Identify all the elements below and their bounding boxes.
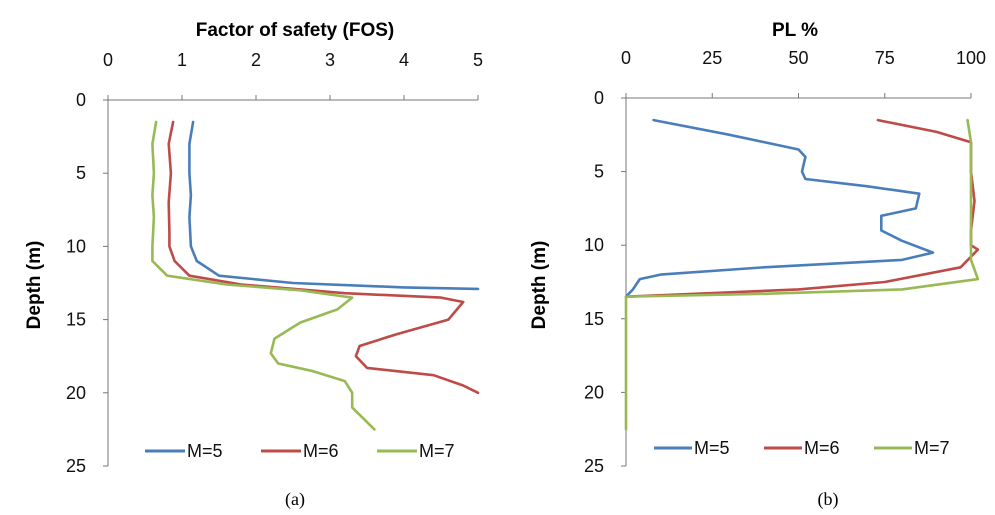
y-tick-label: 10 bbox=[66, 236, 86, 256]
y-tick-label: 0 bbox=[76, 90, 86, 110]
y-tick-label: 0 bbox=[594, 88, 604, 108]
chart-panel-a: Factor of safety (FOS) Depth (m) 0 1 2 3 4 5 0… bbox=[24, 20, 483, 510]
y-tick-label: 20 bbox=[66, 383, 86, 403]
y-tick-label: 25 bbox=[584, 456, 604, 476]
x-tick-label: 0 bbox=[621, 48, 631, 68]
legend-label: M=7 bbox=[914, 438, 950, 458]
caption-a: (a) bbox=[285, 489, 305, 510]
x-tick-label: 25 bbox=[702, 48, 722, 68]
series-line-m-7 bbox=[624, 118, 980, 431]
series-line-m-7 bbox=[151, 120, 376, 431]
y-tick-label: 15 bbox=[584, 309, 604, 329]
ylabel-a: Depth (m) bbox=[24, 241, 45, 330]
x-tick-label: 1 bbox=[177, 50, 187, 70]
series-line-m-6 bbox=[624, 118, 980, 299]
x-tick-label: 2 bbox=[251, 50, 261, 70]
y-tick-label: 5 bbox=[594, 162, 604, 182]
legend-label: M=7 bbox=[419, 441, 455, 461]
x-tick-label: 5 bbox=[473, 50, 483, 70]
y-tick-label: 15 bbox=[66, 310, 86, 330]
x-tick-label: 0 bbox=[103, 50, 113, 70]
chart-panel-b: PL % Depth (m) 0 25 50 75 100 0 5 10 15 20 25 M=5 M… bbox=[529, 20, 986, 510]
caption-b: (b) bbox=[818, 489, 839, 510]
title-b: PL % bbox=[772, 20, 818, 41]
series-line-m-5 bbox=[188, 120, 480, 291]
x-tick-label: 75 bbox=[875, 48, 895, 68]
x-tick-label: 3 bbox=[325, 50, 335, 70]
ylabel-b: Depth (m) bbox=[529, 241, 550, 330]
x-tick-label: 100 bbox=[956, 48, 986, 68]
legend-label: M=6 bbox=[804, 438, 840, 458]
title-a: Factor of safety (FOS) bbox=[196, 20, 394, 41]
series-line-m-5 bbox=[624, 118, 935, 299]
legend-label: M=5 bbox=[187, 441, 223, 461]
legend-label: M=5 bbox=[694, 438, 730, 458]
y-tick-label: 25 bbox=[66, 456, 86, 476]
y-tick-label: 10 bbox=[584, 235, 604, 255]
y-tick-label: 20 bbox=[584, 382, 604, 402]
x-tick-label: 50 bbox=[788, 48, 808, 68]
x-tick-label: 4 bbox=[399, 50, 409, 70]
series-line-m-6 bbox=[167, 120, 480, 395]
legend-label: M=6 bbox=[303, 441, 339, 461]
y-tick-label: 5 bbox=[76, 163, 86, 183]
